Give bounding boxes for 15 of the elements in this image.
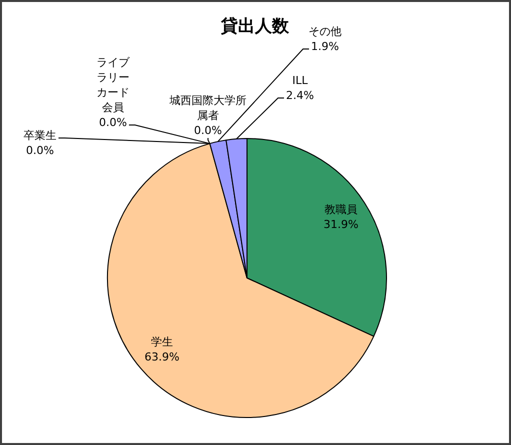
text: 0.0% bbox=[26, 144, 54, 157]
text: 0.0% bbox=[194, 124, 222, 137]
data-label: 1.9% bbox=[311, 40, 339, 53]
text: 0.0% bbox=[99, 116, 127, 129]
slice-label: 学生 bbox=[150, 336, 173, 349]
category-label: 卒業生 bbox=[24, 128, 56, 142]
category-label: ライブラリーカード会員 bbox=[96, 56, 130, 114]
chart-title: 貸出人数 bbox=[220, 16, 290, 36]
category-label: 城西国際大学所属者 bbox=[170, 94, 246, 122]
data-label: 31.9% bbox=[324, 218, 358, 232]
slice-label: 教職員 bbox=[324, 203, 358, 216]
data-label: 2.4% bbox=[286, 88, 314, 102]
slice-label: ILL bbox=[292, 74, 309, 87]
data-label: 63.9% bbox=[144, 350, 180, 364]
slice-label: その他 bbox=[308, 24, 342, 38]
